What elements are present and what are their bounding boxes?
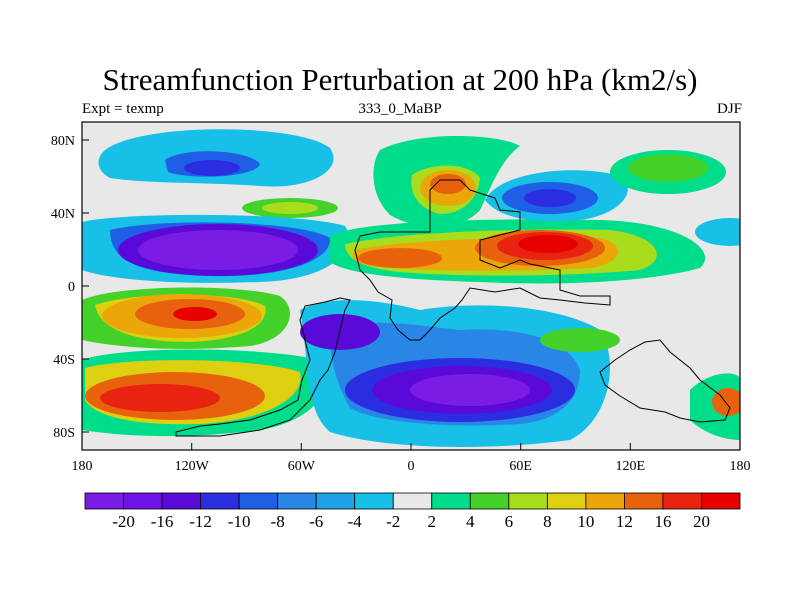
contour-europe-positive-core — [430, 174, 466, 194]
colorbar-swatch — [354, 492, 394, 510]
colorbar-label: -10 — [228, 512, 251, 531]
colorbar-label: 2 — [428, 512, 437, 531]
lon-tick-label: 0 — [408, 459, 415, 474]
coastline-africa-eurasia — [354, 179, 611, 341]
colorbar-swatch — [508, 492, 548, 510]
colorbar-label: 8 — [543, 512, 552, 531]
colorbar-label: 10 — [577, 512, 594, 531]
contour-s-pacific-positive-max — [173, 307, 217, 321]
colorbar-swatch — [161, 492, 201, 510]
colorbar-label: 20 — [693, 512, 710, 531]
coastline-layer — [175, 179, 731, 437]
colorbar-label: 4 — [466, 512, 475, 531]
contour-pacific-negative-core — [138, 230, 298, 270]
colorbar-swatch — [277, 492, 317, 510]
lon-tick-labels: 180 120W 60W 0 60E 120E 180 — [72, 459, 751, 474]
contour-nh-cyclonic-center — [184, 160, 240, 176]
colorbar-swatch — [315, 492, 356, 510]
lat-tick-label: 0 — [68, 280, 75, 295]
lat-tick-labels: 80N 40N 0 40S 80S — [51, 134, 75, 441]
lat-tick-label: 80N — [51, 134, 75, 149]
lat-tick-label: 40N — [51, 207, 75, 222]
colorbar-swatch — [431, 492, 471, 510]
colorbar-label: -4 — [348, 512, 363, 531]
colorbar-swatch — [469, 492, 510, 510]
contour-n-atlantic-low-positive-core — [262, 202, 318, 214]
contour-siberia-negative-core — [524, 189, 576, 207]
colorbar-label: -2 — [386, 512, 400, 531]
coastline-americas — [175, 297, 351, 437]
colorbar-label: -8 — [271, 512, 285, 531]
lon-tick-label: 120E — [616, 459, 646, 474]
colorbar-label: 6 — [505, 512, 514, 531]
colorbar-label: -20 — [112, 512, 135, 531]
colorbar-label: 12 — [616, 512, 633, 531]
contour-indian-positive — [540, 328, 620, 352]
colorbar-label: 16 — [654, 512, 671, 531]
lon-tick-label: 120W — [175, 459, 210, 474]
contour-n-africa-positive — [358, 248, 442, 268]
lon-tick-label: 180 — [72, 459, 93, 474]
contour-sh-negative-core — [410, 374, 530, 406]
colorbar-swatch — [701, 492, 741, 510]
contour-southern-ocean-positive-core — [100, 384, 220, 412]
lat-tick-label: 40S — [53, 353, 75, 368]
colorbar-swatch — [123, 492, 163, 510]
colorbar-swatch — [585, 492, 625, 510]
lon-tick-label: 60E — [509, 459, 532, 474]
contour-fill-layer — [82, 129, 740, 447]
colorbar-swatch — [392, 492, 433, 510]
contour-arctic-positive-core — [628, 154, 708, 182]
colorbar-swatch — [546, 492, 587, 510]
colorbar-swatch — [662, 492, 702, 510]
experiment-label: Expt = texmp — [82, 101, 164, 117]
colorbar-label: -12 — [189, 512, 212, 531]
colorbar-label: -6 — [309, 512, 323, 531]
colorbar-swatch — [84, 492, 124, 510]
lon-tick-label: 180 — [730, 459, 751, 474]
colorbar-label: -16 — [151, 512, 174, 531]
contour-asia-positive-core — [518, 235, 578, 253]
colorbar-swatch — [200, 492, 240, 510]
season-label: DJF — [716, 101, 742, 117]
contour-n-pacific-negative — [695, 218, 740, 246]
plot-title: Streamfunction Perturbation at 200 hPa (… — [102, 62, 698, 97]
colorbar-swatch — [238, 492, 279, 510]
colorbar-swatch — [624, 492, 664, 510]
lon-tick-label: 60W — [288, 459, 316, 474]
colorbar: -20 -16 -12 -10 -8 -6 -4 -2 2 4 6 8 10 12 16 20 — [84, 492, 741, 531]
coastline-australia — [599, 339, 731, 423]
lon-tick-marks — [81, 443, 741, 450]
lat-tick-marks — [82, 139, 89, 433]
lat-tick-label: 80S — [53, 426, 75, 441]
case-label: 333_0_MaBP — [358, 101, 442, 117]
